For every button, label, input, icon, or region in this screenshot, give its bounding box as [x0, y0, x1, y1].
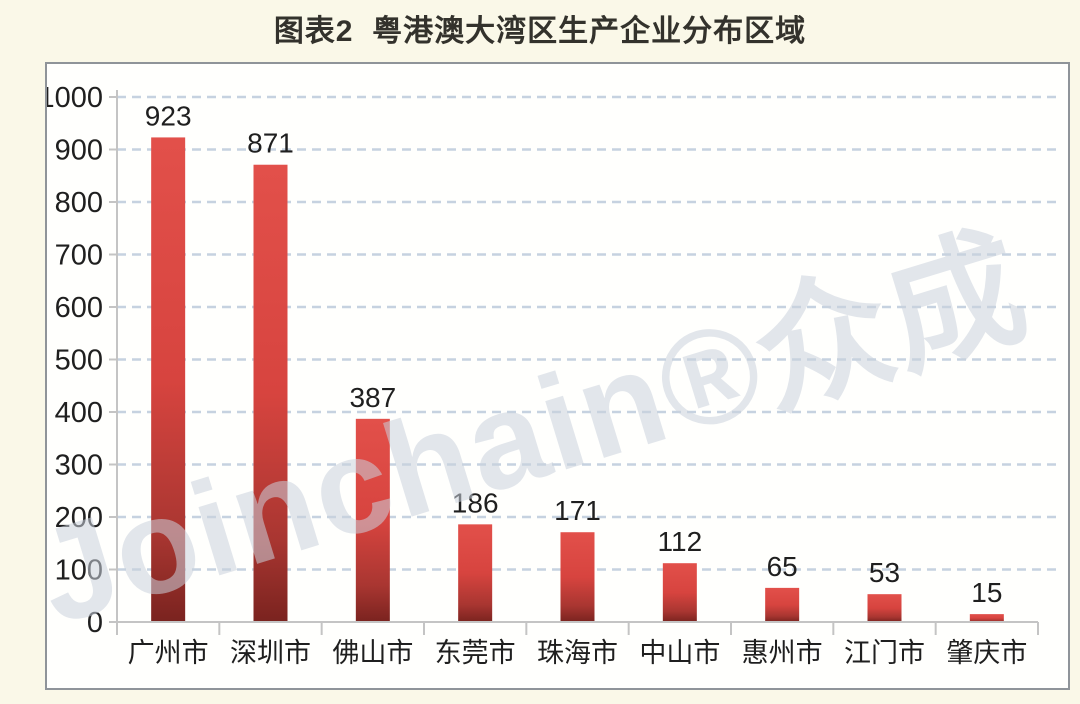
bar-value-label: 53 — [869, 557, 900, 588]
chart-panel: 0 100 200 300 400 500 600 700 800 900 1000 923 广州市 87… — [45, 62, 1070, 690]
bar-value-label: 871 — [247, 128, 294, 159]
y-axis-tick-label: 800 — [55, 187, 103, 219]
x-axis-label: 深圳市 — [230, 638, 311, 668]
y-axis-tick-label: 1000 — [47, 82, 103, 114]
x-axis-label: 珠海市 — [537, 638, 618, 668]
y-axis-tick-label: 100 — [55, 555, 103, 587]
bar-江门市 — [867, 594, 902, 622]
bar-value-label: 65 — [767, 551, 798, 582]
bar-中山市 — [662, 563, 697, 622]
bar-肇庆市 — [969, 614, 1004, 622]
x-axis-label: 肇庆市 — [946, 638, 1027, 668]
x-axis-label: 广州市 — [128, 638, 209, 668]
bar-value-label: 15 — [971, 577, 1002, 608]
y-axis-tick-label: 500 — [55, 345, 103, 377]
x-axis-label: 中山市 — [639, 638, 720, 668]
x-axis-label: 惠州市 — [742, 638, 823, 668]
bar-value-label: 923 — [145, 100, 192, 131]
y-axis-tick-label: 200 — [55, 502, 103, 534]
bar-value-label: 186 — [452, 487, 499, 518]
y-axis-tick-label: 900 — [55, 135, 103, 167]
figure-title: 图表2 粤港澳大湾区生产企业分布区域 — [273, 15, 807, 48]
x-axis-label: 东莞市 — [435, 638, 516, 668]
bar-佛山市 — [355, 418, 390, 622]
y-axis-tick-label: 600 — [55, 292, 103, 324]
bar-广州市 — [151, 137, 186, 623]
y-axis-tick-label: 300 — [55, 450, 103, 482]
bar-深圳市 — [253, 164, 288, 622]
y-axis-tick-label: 700 — [55, 240, 103, 272]
bar-value-label: 171 — [554, 495, 601, 526]
y-axis-tick-label: 400 — [55, 397, 103, 429]
x-axis-label: 佛山市 — [332, 638, 413, 668]
bar-chart: 0 100 200 300 400 500 600 700 800 900 1000 923 广州市 87… — [47, 82, 1057, 668]
bar-东莞市 — [458, 524, 493, 622]
bar-value-label: 112 — [658, 526, 703, 557]
bar-珠海市 — [560, 532, 595, 622]
bar-value-label: 387 — [349, 382, 396, 413]
x-axis-label: 江门市 — [844, 638, 925, 668]
bar-惠州市 — [765, 587, 800, 622]
y-axis-tick-label: 0 — [87, 607, 103, 639]
